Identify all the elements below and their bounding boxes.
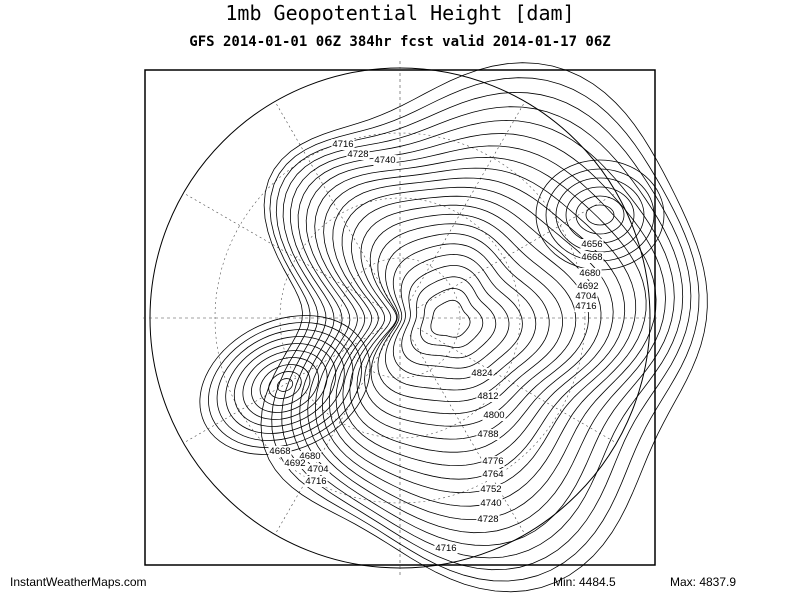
meridian xyxy=(409,101,526,301)
contour-label: 4680 xyxy=(299,451,320,462)
contour-line xyxy=(314,156,647,507)
contour-label: 4800 xyxy=(483,410,504,421)
contour-line xyxy=(430,299,471,338)
contour-label: 4704 xyxy=(575,291,596,302)
contour-line xyxy=(575,195,625,235)
contour-line xyxy=(401,265,510,369)
contour-line xyxy=(377,233,550,402)
contour-label: 4716 xyxy=(332,139,353,150)
contour-line xyxy=(420,287,484,348)
contour-line xyxy=(332,177,626,480)
contour-label: 4788 xyxy=(477,429,498,440)
contour-label-bg xyxy=(306,464,330,475)
meridian xyxy=(417,192,617,309)
contour-label: 4656 xyxy=(581,239,602,250)
contour-label: 4704 xyxy=(307,464,328,475)
contour-line xyxy=(251,357,319,413)
contour-label: 4716 xyxy=(575,301,596,312)
contour-label-bg xyxy=(481,456,505,467)
contour-label: 4716 xyxy=(435,543,456,554)
contour-label-bg xyxy=(476,514,500,525)
contour-label-bg xyxy=(373,155,397,166)
contour-label: 4716 xyxy=(305,476,326,487)
contour-line xyxy=(208,322,362,448)
contour-line xyxy=(585,204,615,226)
contour-label: 4728 xyxy=(477,514,498,525)
contour-label-bg xyxy=(331,139,355,150)
contour-line xyxy=(233,343,337,427)
contour-label: 4824 xyxy=(471,368,492,379)
meridian xyxy=(274,335,391,535)
contour-label-bg xyxy=(574,291,598,302)
min-value: Min: 4484.5 xyxy=(553,575,616,589)
contour-label-bg xyxy=(481,469,505,480)
contour-label-bg xyxy=(580,239,604,250)
contour-label-bg xyxy=(479,498,503,509)
contour-label: 4740 xyxy=(480,498,501,509)
contour-label-bg xyxy=(476,429,500,440)
contour-label: 4692 xyxy=(577,281,598,292)
meridian xyxy=(274,101,391,301)
contour-line xyxy=(276,378,294,392)
latitude-circle xyxy=(339,257,461,379)
contour-label-bg xyxy=(580,252,604,263)
contour-label: 4668 xyxy=(581,252,602,263)
source: InstantWeatherMaps.com xyxy=(10,575,147,589)
contour-line xyxy=(242,350,328,420)
map-grid xyxy=(140,58,660,578)
contour-label-bg xyxy=(268,446,292,457)
contour-line xyxy=(259,364,311,406)
contour-line xyxy=(323,167,637,494)
contour-line xyxy=(225,336,345,434)
contour-line xyxy=(275,91,692,571)
contour-line xyxy=(297,133,666,534)
contour-label-bg xyxy=(476,391,500,402)
contour-label: 4728 xyxy=(347,149,368,160)
meridian xyxy=(409,335,526,535)
contour-line xyxy=(410,276,497,359)
contour-label: 4692 xyxy=(284,458,305,469)
title: 1mb Geopotential Height [dam] xyxy=(225,1,574,25)
contour-label: 4668 xyxy=(269,446,290,457)
contour-label-bg xyxy=(574,301,598,312)
contour-line xyxy=(384,243,537,391)
max-value: Max: 4837.9 xyxy=(670,575,736,589)
meridian xyxy=(183,327,383,444)
contour-labels: 4716472847404656466846804692470447164824… xyxy=(268,139,604,554)
contour-line xyxy=(364,213,577,427)
contour-label-bg xyxy=(470,368,494,379)
contour-line xyxy=(349,195,602,453)
contour-line xyxy=(260,62,708,593)
contour-line xyxy=(341,186,614,467)
contour-label-bg xyxy=(479,484,503,495)
contour-label-bg xyxy=(298,451,322,462)
contour-label: 4776 xyxy=(482,456,503,467)
latitude-circle xyxy=(279,197,521,439)
contour-label-bg xyxy=(482,410,506,421)
contour-label-bg xyxy=(304,476,328,487)
contours xyxy=(199,62,708,593)
contour-line xyxy=(356,204,589,440)
contour-line xyxy=(269,77,700,582)
contour-line xyxy=(268,371,302,399)
meridian xyxy=(417,327,617,444)
contour-label-bg xyxy=(346,149,370,160)
contour-label: 4680 xyxy=(579,268,600,279)
subtitle: GFS 2014-01-01 06Z 384hr fcst valid 2014… xyxy=(189,34,610,50)
meridian xyxy=(183,192,383,309)
contour-label-bg xyxy=(434,543,458,554)
contour-line xyxy=(305,145,657,521)
contour-label: 4764 xyxy=(482,469,503,480)
contour-label-bg xyxy=(578,268,602,279)
contour-line xyxy=(216,329,354,441)
contour-line xyxy=(282,106,684,559)
contour-label: 4740 xyxy=(374,155,395,166)
contour-line xyxy=(199,315,371,455)
contour-label: 4752 xyxy=(480,484,501,495)
contour-label-bg xyxy=(283,458,307,469)
contour-label: 4812 xyxy=(477,391,498,402)
contour-label-bg xyxy=(576,281,600,292)
